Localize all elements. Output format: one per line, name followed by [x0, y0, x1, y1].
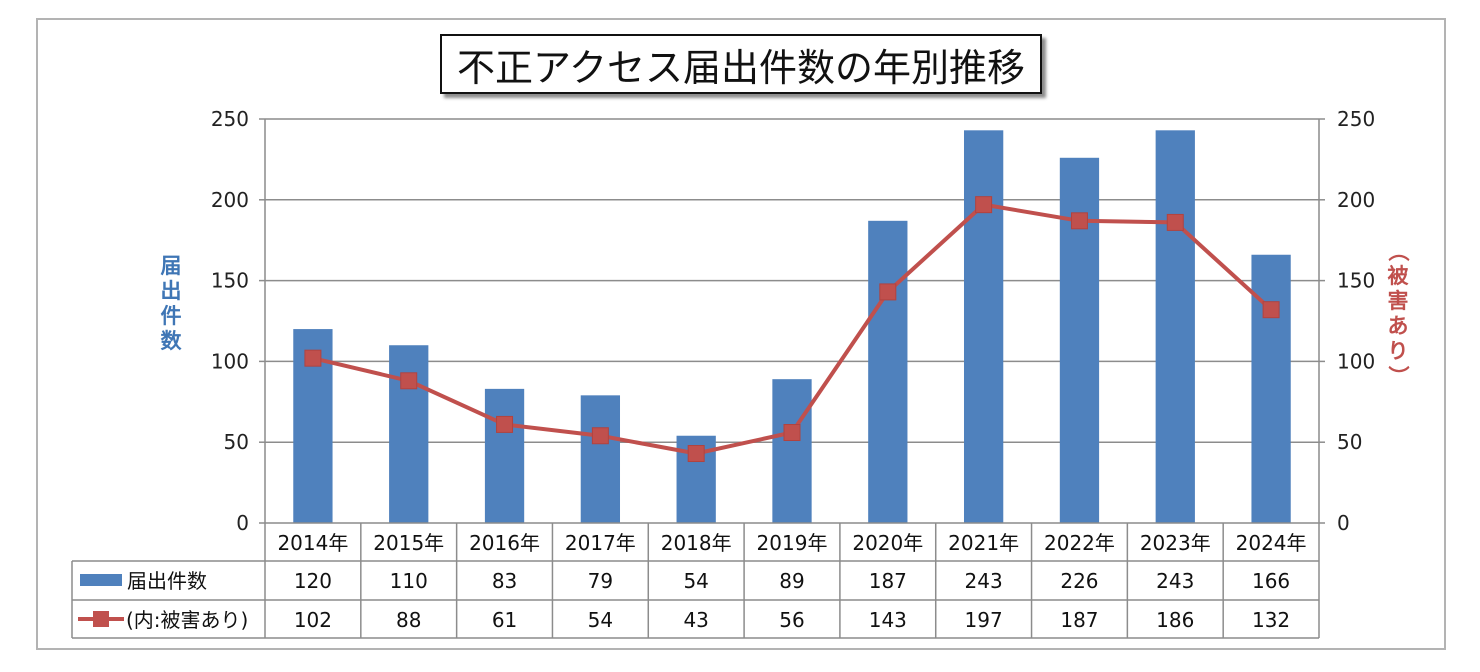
line-point	[687, 445, 705, 463]
line-point	[975, 196, 993, 214]
bar	[484, 388, 525, 523]
table-cell-line-value: 102	[294, 608, 332, 632]
table-cell-line-value: 43	[683, 608, 708, 632]
line-point	[304, 349, 322, 367]
x-category-label: 2021年	[948, 531, 1019, 555]
line-point	[400, 372, 418, 390]
bar	[963, 130, 1004, 523]
y-right-tick-label: 50	[1337, 430, 1362, 454]
legend-label-line: (内:被害あり)	[126, 608, 248, 632]
chart-frame	[36, 18, 1446, 650]
y-right-axis-label-char: 害	[1388, 289, 1409, 313]
x-category-label: 2014年	[277, 531, 348, 555]
x-category-label: 2015年	[373, 531, 444, 555]
x-category-label: 2020年	[852, 531, 923, 555]
y-left-tick-label: 150	[211, 269, 249, 293]
table-cell-bar-value: 89	[779, 569, 804, 593]
y-right-axis-label-char: あ	[1388, 314, 1409, 338]
y-left-axis-label-char: 届	[161, 254, 182, 278]
table-cell-bar-value: 226	[1060, 569, 1098, 593]
table-cell-line-value: 54	[588, 608, 613, 632]
y-right-axis-label-char: り	[1388, 339, 1409, 363]
y-right-tick-label: 250	[1337, 107, 1375, 131]
x-category-label: 2016年	[469, 531, 540, 555]
y-right-tick-label: 0	[1337, 511, 1350, 535]
y-left-tick-label: 100	[211, 349, 249, 373]
bar	[1155, 130, 1195, 523]
table-cell-line-value: 187	[1060, 608, 1098, 632]
table-cell-bar-value: 83	[492, 569, 517, 593]
y-right-tick-label: 200	[1337, 188, 1375, 212]
x-category-label: 2023年	[1140, 531, 1211, 555]
table-cell-line-value: 132	[1252, 608, 1290, 632]
x-category-label: 2019年	[757, 531, 828, 555]
line-point	[1262, 301, 1280, 319]
y-left-axis-label-char: 出	[161, 279, 182, 303]
table-cell-bar-value: 187	[869, 569, 907, 593]
table-cell-bar-value: 243	[965, 569, 1003, 593]
x-category-label: 2017年	[565, 531, 636, 555]
y-right-axis-label-char: ）	[1386, 366, 1410, 387]
x-category-label: 2022年	[1044, 531, 1115, 555]
line-point	[1166, 213, 1184, 231]
chart-title: 不正アクセス届出件数の年別推移	[440, 34, 1042, 94]
bar	[389, 345, 429, 523]
line-point	[496, 415, 514, 433]
y-left-tick-label: 50	[224, 430, 249, 454]
table-cell-bar-value: 79	[588, 569, 613, 593]
line-point	[1070, 212, 1088, 230]
x-category-label: 2024年	[1236, 531, 1307, 555]
legend-label-bar: 届出件数	[127, 569, 207, 593]
bar	[772, 379, 812, 523]
table-cell-bar-value: 243	[1156, 569, 1194, 593]
table-cell-bar-value: 110	[390, 569, 428, 593]
table-cell-line-value: 143	[869, 608, 907, 632]
y-left-tick-label: 0	[236, 511, 249, 535]
y-right-axis-label-char: 被	[1388, 264, 1410, 288]
y-left-axis-label-char: 件	[161, 304, 182, 328]
line-point	[591, 427, 609, 445]
table-cell-line-value: 88	[396, 608, 421, 632]
y-right-tick-label: 150	[1337, 269, 1375, 293]
legend-key-bar	[80, 574, 122, 586]
line-point	[783, 424, 801, 442]
table-cell-line-value: 61	[492, 608, 517, 632]
table-cell-line-value: 197	[965, 608, 1003, 632]
y-left-tick-label: 250	[211, 107, 249, 131]
table-cell-bar-value: 120	[294, 569, 332, 593]
table-cell-line-value: 56	[779, 608, 804, 632]
table-cell-line-value: 186	[1156, 608, 1194, 632]
table-cell-bar-value: 166	[1252, 569, 1290, 593]
line-point	[879, 283, 897, 301]
table-cell-bar-value: 54	[683, 569, 708, 593]
y-right-axis-label-char: （	[1386, 241, 1410, 262]
chart-title-text: 不正アクセス届出件数の年別推移	[456, 45, 1026, 90]
legend-key-marker	[93, 611, 109, 627]
bar	[580, 395, 621, 523]
bar	[868, 220, 908, 524]
x-category-label: 2018年	[661, 531, 732, 555]
y-right-tick-label: 100	[1337, 349, 1375, 373]
y-left-axis-label-char: 数	[161, 329, 183, 353]
y-left-tick-label: 200	[211, 188, 249, 212]
